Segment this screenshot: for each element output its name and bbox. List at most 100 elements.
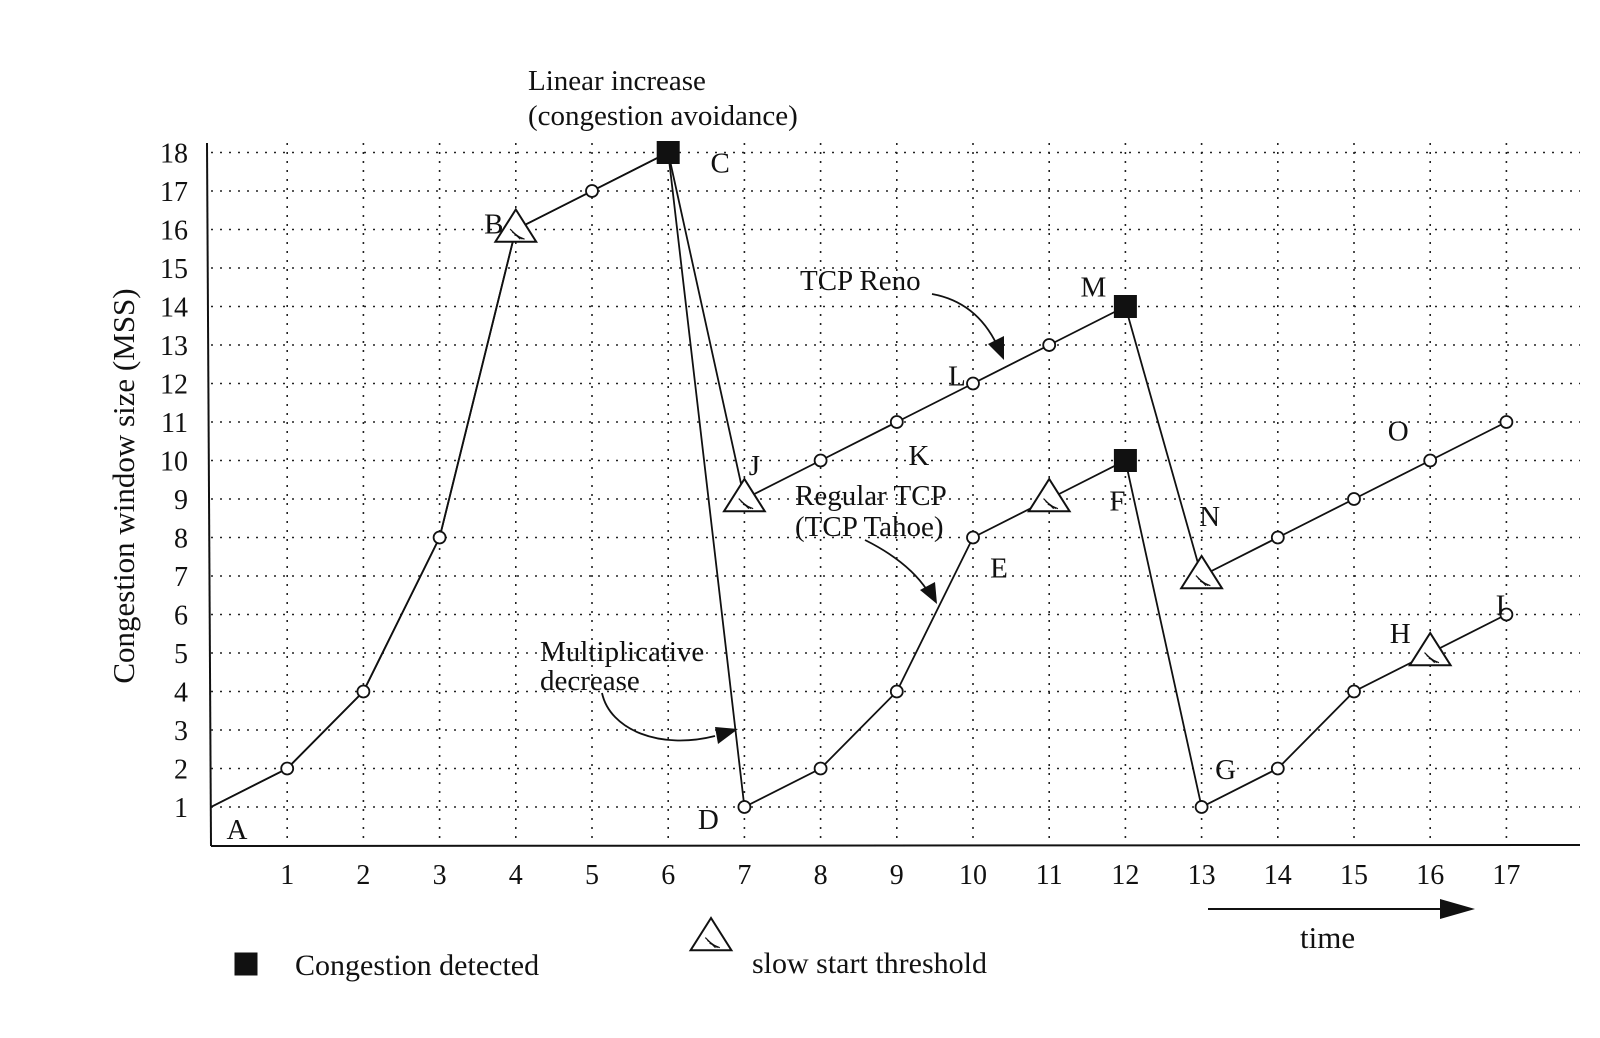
- x-tick-label-13: 13: [1188, 860, 1216, 891]
- legend-square-icon: [234, 952, 258, 976]
- x-tick-label-17: 17: [1492, 860, 1520, 891]
- triangle-marker-7-9-outline: [722, 477, 767, 513]
- point-label-G: G: [1215, 754, 1236, 786]
- regular-tcp-line-2: (TCP Tahoe): [795, 511, 944, 543]
- multiplicative-decrease-line-2: decrease: [540, 665, 640, 697]
- x-tick-label-12: 12: [1111, 860, 1139, 891]
- point-label-J: J: [749, 450, 760, 482]
- y-tick-label-6: 6: [174, 601, 188, 632]
- y-tick-label-8: 8: [174, 524, 188, 555]
- legend-triangle-icon: [688, 916, 734, 952]
- x-tick-label-11: 11: [1036, 860, 1063, 891]
- circle-marker-17-11: [1499, 415, 1514, 429]
- square-marker-12-10: [1113, 449, 1137, 472]
- x-axis-line: [210, 844, 1581, 847]
- linear-increase-line-2: (congestion avoidance): [528, 100, 798, 132]
- triangle-marker-13-7-hatch-3: [1199, 580, 1211, 587]
- legend: Congestion detected slow start threshold: [234, 916, 987, 982]
- circle-marker-14-8: [1270, 530, 1285, 545]
- y-tick-label-11: 11: [161, 408, 188, 439]
- circle-marker-2-4: [356, 684, 371, 699]
- legend-triangle-shape: [688, 916, 734, 952]
- point-label-O: O: [1388, 416, 1409, 448]
- regular-tcp-arrow-head: [920, 582, 937, 604]
- time-label: time: [1300, 920, 1355, 955]
- point-label-F: F: [1109, 486, 1125, 518]
- y-tick-label-14: 14: [160, 293, 188, 324]
- y-tick-label-5: 5: [174, 639, 188, 670]
- regular-tcp-arrow-curve: [864, 539, 928, 591]
- y-tick-label-12: 12: [160, 370, 188, 401]
- linear-increase-line-1: Linear increase: [528, 65, 706, 97]
- legend-triangle-shape-hatch-3: [709, 942, 720, 949]
- point-label-M: M: [1081, 272, 1107, 304]
- triangle-marker-4-16: [493, 207, 539, 243]
- circle-marker-10-8: [966, 530, 980, 545]
- point-label-L: L: [948, 361, 966, 393]
- circle-marker-7-1: [737, 800, 752, 814]
- point-label-H: H: [1390, 618, 1411, 650]
- multiplicative-decrease-line-1: Multiplicative: [540, 636, 704, 668]
- x-tick-label-9: 9: [890, 860, 904, 891]
- point-labels: A B C D E F G H I J K L M N O: [227, 148, 1506, 847]
- circle-marker-5-17: [585, 184, 599, 198]
- y-tick-label-2: 2: [174, 755, 188, 786]
- x-tick-label-10: 10: [959, 860, 987, 891]
- x-tick-label-3: 3: [433, 860, 447, 891]
- triangle-marker-7-9: [722, 477, 767, 513]
- circle-marker-16-10: [1423, 453, 1438, 468]
- triangle-marker-7-9-hatch-3: [742, 503, 754, 510]
- triangle-marker-11-9-hatch-3: [1047, 503, 1059, 510]
- y-tick-label-16: 16: [160, 216, 188, 247]
- y-axis-line: [206, 142, 212, 847]
- circle-marker-11-13: [1042, 338, 1057, 352]
- y-tick-label-18: 18: [160, 139, 188, 170]
- circle-marker-10-12: [966, 376, 980, 391]
- circle-marker-17-6: [1499, 607, 1514, 622]
- multiplicative-decrease-arrow-curve: [601, 692, 716, 742]
- triangle-marker-11-9-outline: [1026, 477, 1072, 513]
- y-tick-label-3: 3: [174, 716, 188, 747]
- y-tick-label-9: 9: [174, 485, 188, 516]
- y-tick-label-7: 7: [174, 562, 188, 593]
- triangle-marker-11-9: [1026, 477, 1072, 513]
- point-label-E: E: [990, 553, 1008, 585]
- x-tick-label-16: 16: [1416, 860, 1444, 891]
- annotation-arrows: [601, 293, 1004, 744]
- y-axis-title: Congestion window size (MSS): [106, 288, 141, 683]
- legend-label-slow-start-threshold: slow start threshold: [752, 947, 987, 980]
- y-tick-label-1: 1: [174, 793, 188, 824]
- square-marker-6-18: [656, 141, 680, 164]
- axes: [206, 142, 1581, 847]
- time-arrow-head: [1440, 899, 1475, 919]
- x-tick-label-14: 14: [1264, 860, 1292, 891]
- series-lines: [210, 151, 1507, 809]
- circle-marker-8-2: [813, 761, 828, 776]
- point-label-B: B: [484, 209, 503, 241]
- x-tick-label-1: 1: [280, 860, 294, 891]
- triangle-marker-16-5: [1407, 631, 1453, 667]
- point-label-C: C: [711, 148, 730, 180]
- y-tick-label-10: 10: [160, 447, 188, 478]
- legend-label-congestion-detected: Congestion detected: [295, 949, 539, 982]
- circle-marker-14-2: [1270, 761, 1285, 776]
- series-markers: [280, 141, 1514, 814]
- point-label-N: N: [1199, 501, 1220, 533]
- x-tick-label-7: 7: [737, 860, 751, 891]
- triangle-marker-16-5-hatch-3: [1428, 657, 1440, 664]
- triangle-marker-4-16-hatch-3: [514, 234, 525, 240]
- triangle-marker-13-7: [1179, 554, 1224, 590]
- circle-marker-13-1: [1194, 800, 1209, 814]
- y-tick-label-13: 13: [160, 331, 188, 362]
- point-label-D: D: [698, 804, 719, 836]
- circle-marker-9-4: [889, 684, 904, 699]
- x-tick-label-8: 8: [814, 860, 828, 891]
- y-tick-label-17: 17: [160, 177, 188, 208]
- x-tick-label-6: 6: [661, 860, 675, 891]
- triangle-marker-4-16-outline: [493, 207, 539, 243]
- x-tick-label-2: 2: [356, 860, 370, 891]
- triangle-marker-16-5-outline: [1407, 631, 1453, 667]
- circle-marker-8-10: [813, 453, 828, 468]
- x-tick-label-5: 5: [585, 860, 599, 891]
